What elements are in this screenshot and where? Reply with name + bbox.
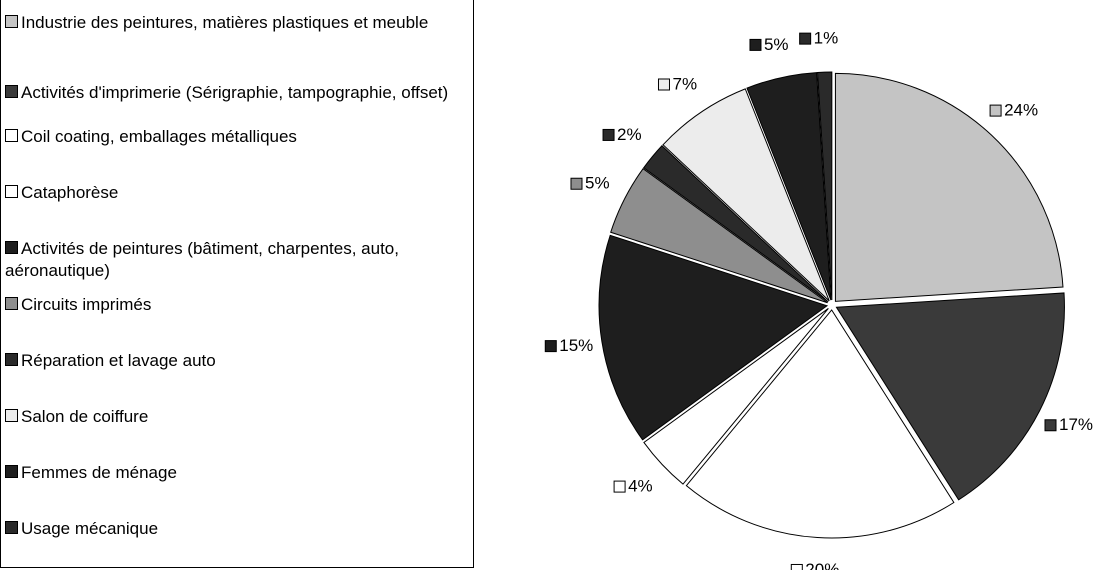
legend-label: Coil coating, emballages métalliques: [21, 127, 297, 146]
label-swatch: [544, 340, 557, 353]
pie-slice: [835, 292, 1065, 501]
pie-slice: [598, 234, 829, 441]
pie-slice: [610, 168, 828, 304]
label-swatch: [613, 480, 626, 493]
label-swatch: [657, 78, 670, 91]
legend-item: Activités d'imprimerie (Sérigraphie, tam…: [5, 82, 460, 104]
data-label: 15%: [559, 336, 593, 355]
legend-swatch: [5, 185, 18, 198]
legend-swatch: [5, 297, 18, 310]
legend-label: Activités de peintures (bâtiment, charpe…: [5, 239, 399, 280]
data-label: 5%: [585, 174, 610, 193]
data-label: 1%: [814, 29, 839, 48]
label-swatch: [570, 177, 583, 190]
pie-slice: [834, 72, 1064, 302]
legend: Industrie des peintures, matières plasti…: [0, 0, 474, 568]
legend-swatch: [5, 241, 18, 254]
legend-label: Salon de coiffure: [21, 407, 149, 426]
pie-slice: [642, 145, 829, 303]
label-swatch: [799, 32, 812, 45]
data-label: 5%: [764, 35, 789, 54]
legend-item: Cataphorèse: [5, 182, 460, 204]
pie-slice: [662, 88, 830, 302]
legend-label: Usage mécanique: [21, 519, 159, 538]
legend-item: Réparation et lavage auto: [5, 350, 460, 372]
legend-item: Salon de coiffure: [5, 406, 460, 428]
pie-slice: [816, 71, 833, 301]
pie-slice: [685, 309, 955, 539]
legend-item: Activités de peintures (bâtiment, charpe…: [5, 238, 460, 282]
pie-slice: [643, 308, 829, 485]
legend-item: Circuits imprimés: [5, 294, 460, 316]
data-label: 2%: [617, 125, 642, 144]
legend-swatch: [5, 85, 18, 98]
label-swatch: [989, 104, 1002, 117]
label-swatch: [1044, 419, 1057, 432]
data-label: 17%: [1059, 415, 1093, 434]
legend-item: Coil coating, emballages métalliques: [5, 126, 460, 148]
legend-label: Industrie des peintures, matières plasti…: [21, 13, 429, 32]
legend-swatch: [5, 129, 18, 142]
label-swatch: [749, 38, 762, 51]
pie-slice: [746, 72, 832, 301]
legend-label: Cataphorèse: [21, 183, 119, 202]
label-swatch: [790, 563, 803, 570]
data-label: 7%: [672, 74, 697, 93]
legend-swatch: [5, 353, 18, 366]
legend-swatch: [5, 465, 18, 478]
legend-swatch: [5, 521, 18, 534]
legend-label: Réparation et lavage auto: [21, 351, 216, 370]
data-label: 4%: [628, 477, 653, 496]
legend-swatch: [5, 15, 18, 28]
legend-item: Usage mécanique: [5, 518, 460, 540]
legend-label: Circuits imprimés: [21, 295, 152, 314]
label-swatch: [602, 128, 615, 141]
legend-item: Femmes de ménage: [5, 462, 460, 484]
legend-swatch: [5, 409, 18, 422]
legend-item: Industrie des peintures, matières plasti…: [5, 12, 460, 34]
legend-label: Activités d'imprimerie (Sérigraphie, tam…: [21, 83, 449, 102]
legend-label: Femmes de ménage: [21, 463, 177, 482]
data-label: 24%: [1004, 101, 1038, 120]
data-label: 20%: [805, 560, 839, 570]
